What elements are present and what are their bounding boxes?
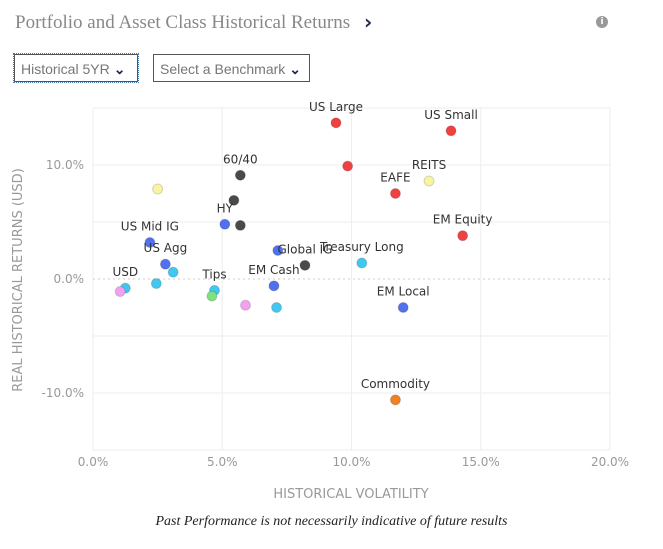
- benchmark-select-value: Select a Benchmark: [160, 61, 286, 77]
- data-point: [272, 245, 284, 256]
- disclaimer: Past Performance is not necessarily indi…: [155, 514, 508, 529]
- x-tick-label: 10.0%: [332, 455, 370, 469]
- data-point-label: US Small: [424, 108, 478, 122]
- data-point: [397, 302, 409, 313]
- data-point-label: EM Equity: [433, 213, 493, 227]
- x-axis-label: HISTORICAL VOLATILITY: [273, 487, 428, 502]
- period-select-value: Historical 5YR: [21, 61, 110, 77]
- data-point-label: HY: [217, 201, 234, 215]
- chevron-down-icon: ⌄: [289, 61, 302, 77]
- page-title: Portfolio and Asset Class Historical Ret…: [15, 12, 351, 33]
- data-point: [206, 290, 218, 302]
- data-point-label: Treasury Long: [319, 240, 404, 254]
- data-point: [150, 278, 162, 290]
- data-point-label: Global IG: [278, 242, 333, 256]
- benchmark-select[interactable]: Select a Benchmark ⌄: [153, 54, 310, 82]
- data-point: [159, 258, 171, 270]
- data-point-label: EM Cash: [248, 263, 299, 277]
- data-point-label: US Mid IG: [121, 220, 179, 234]
- y-tick-label: 0.0%: [54, 272, 85, 286]
- data-point-label: 60/40: [223, 152, 258, 166]
- data-point: [271, 302, 283, 313]
- data-point-label: EM Local: [377, 285, 430, 299]
- chevron-down-icon: ⌄: [113, 61, 126, 77]
- x-tick-label: 5.0%: [207, 455, 238, 469]
- data-point: [423, 175, 435, 187]
- period-select[interactable]: Historical 5YR ⌄: [13, 53, 139, 83]
- data-point: [330, 117, 342, 129]
- data-point: [228, 194, 240, 206]
- data-point: [219, 218, 231, 230]
- data-point-label: USD: [112, 265, 138, 279]
- data-point: [152, 183, 164, 195]
- data-point: [234, 219, 246, 231]
- chevron-right-icon[interactable]: ›: [364, 10, 373, 34]
- data-point-label: US Agg: [144, 241, 188, 255]
- x-tick-label: 15.0%: [462, 455, 500, 469]
- data-point: [144, 237, 156, 249]
- data-point: [389, 188, 401, 199]
- info-icon[interactable]: i: [596, 16, 608, 28]
- data-point-label: EAFE: [380, 171, 410, 185]
- data-point: [356, 257, 368, 269]
- x-tick-label: 20.0%: [591, 455, 629, 469]
- data-point: [457, 230, 469, 242]
- data-point: [299, 259, 311, 271]
- data-point-label: REITS: [412, 158, 446, 172]
- data-point: [114, 286, 126, 298]
- data-point-label: Commodity: [361, 377, 430, 391]
- x-tick-label: 0.0%: [78, 455, 109, 469]
- data-point: [234, 169, 246, 181]
- data-point: [445, 125, 457, 137]
- y-tick-label: -10.0%: [42, 386, 84, 400]
- data-point: [389, 394, 401, 406]
- y-tick-label: 10.0%: [46, 158, 84, 172]
- y-axis-label: REAL HISTORICAL RETURNS (USD): [11, 168, 26, 392]
- data-point-label: Tips: [201, 267, 226, 281]
- data-point: [240, 299, 252, 311]
- data-point: [342, 160, 354, 172]
- data-point-label: US Large: [309, 100, 363, 114]
- data-point: [167, 266, 179, 278]
- data-point: [268, 280, 280, 292]
